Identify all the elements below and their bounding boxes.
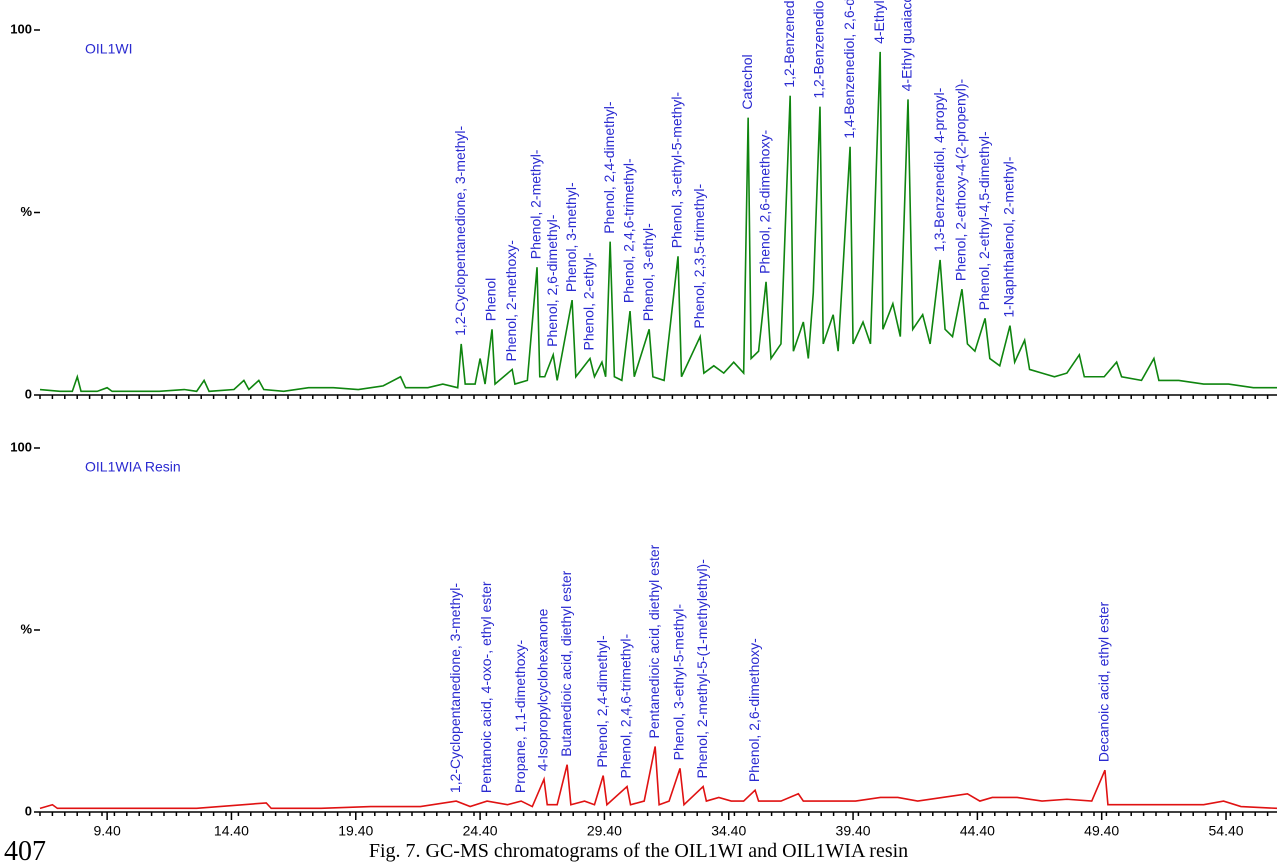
peak-label: Phenol, 2-ethyl-4,5-dimethyl- [976,131,992,310]
peak-label: Phenol, 2,4-dimethyl- [594,635,610,768]
x-tick-label: 39.40 [836,823,871,836]
peak-label: Phenol, 2,6-dimethyl- [544,214,560,347]
x-tick-label: 34.40 [711,823,746,836]
peak-label: Phenol [483,278,499,322]
peak-label: Propane, 1,1-dimethoxy- [512,639,528,793]
peak-label: Phenol, 2-ethoxy-4-(2-propenyl)- [953,78,969,281]
y-tick-label: 100 [10,439,32,454]
x-tick-label: 49.40 [1084,823,1119,836]
y-tick-label: 100 [10,21,32,36]
peak-label: Phenol, 2-methyl-5-(1-methylethyl)- [694,559,710,779]
peak-label: Pentanoic acid, 4-oxo-, ethyl ester [478,581,494,793]
peak-label: 1,2-Benzenediol, 3-methyl- [781,0,797,88]
y-tick-label: % [20,621,32,636]
peak-label: Decanoic acid, ethyl ester [1096,601,1112,762]
peak-label: Phenol, 2,4,6-trimethyl- [618,633,634,778]
peak-label: Phenol, 2,4,6-trimethyl- [621,158,637,303]
x-tick-label: 54.40 [1209,823,1244,836]
y-tick-label: 0 [25,803,32,818]
trace [39,51,1277,393]
peak-label: 1,2-Cyclopentanedione, 3-methyl- [452,125,468,335]
peak-label: Phenol, 3-methyl- [563,182,579,292]
x-tick-label: 29.40 [587,823,622,836]
peak-label: Phenol, 2-methyl- [528,149,544,259]
page-number: 407 [4,836,46,867]
peak-label: 1,4-Benzenediol, 2,6-dimethyl- [841,0,857,139]
peak-label: 4-Ethyl guaiacol [899,0,915,91]
peak-label: Phenol, 2,3,5-trimethyl- [691,184,707,329]
peak-label: Phenol, 2-ethyl- [581,252,597,350]
peak-label: 1-Naphthalenol, 2-methyl- [1001,156,1017,317]
x-tick-label: 19.40 [338,823,373,836]
peak-label: Phenol, 2,6-dimethoxy- [746,638,762,782]
peak-label: Phenol, 2,6-dimethoxy- [757,130,773,274]
peak-label: Pentanedioic acid, diethyl ester [646,544,662,738]
x-tick-label: 14.40 [214,823,249,836]
peak-label: Phenol, 3-ethyl- [640,223,656,321]
figure-caption: Fig. 7. GC-MS chromatograms of the OIL1W… [368,840,909,862]
x-tick-label: 44.40 [960,823,995,836]
x-tick-label: 9.40 [94,823,121,836]
y-tick-label: % [20,204,32,219]
chromatograms: 0% 100 OIL1WI 1,2-Cyclopentanedione, 3-meth… [10,0,1277,836]
chart-title: OIL1WI [85,41,132,57]
peak-label: 1,3-Benzenediol, 4-propyl- [931,87,947,252]
chart-title: OIL1WIA Resin [85,459,181,475]
peak-label: Phenol, 2-methoxy- [503,240,519,362]
peak-label: Butanedioic acid, diethyl ester [558,570,574,756]
y-tick-label: 0 [25,386,32,401]
peak-label: Phenol, 3-ethyl-5-methyl- [671,604,687,761]
peak-label: 4-Isopropylcyclohexanone [535,608,551,771]
trace [39,746,1277,810]
peak-label: Phenol, 3-ethyl-5-methyl- [669,92,685,249]
peak-label: 1,2-Cyclopentanedione, 3-methyl- [447,583,463,793]
peak-label: Phenol, 2,4-dimethyl- [601,101,617,234]
peak-label: 1,2-Benzenediol, 4-methyl- [811,0,827,99]
peak-label: Catechol [739,54,755,109]
peak-label: 4-Ethylcatechol [871,0,887,44]
x-tick-label: 24.40 [463,823,498,836]
